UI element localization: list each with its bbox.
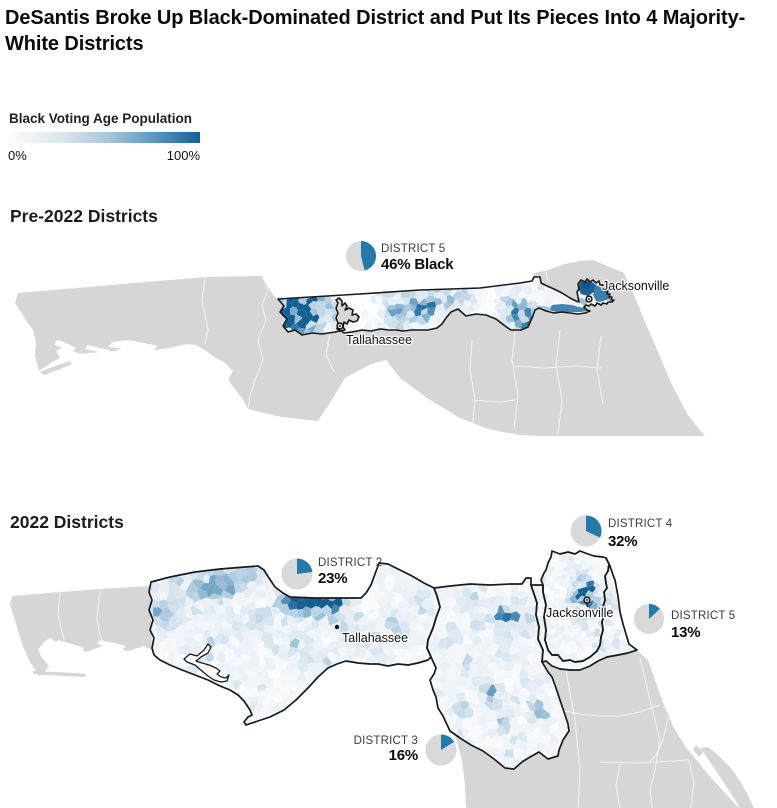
svg-text:16%: 16% bbox=[389, 747, 418, 764]
svg-text:46% Black: 46% Black bbox=[381, 256, 454, 273]
svg-text:DISTRICT 3: DISTRICT 3 bbox=[354, 735, 418, 747]
svg-text:13%: 13% bbox=[671, 624, 700, 641]
svg-text:DISTRICT 5: DISTRICT 5 bbox=[381, 243, 445, 255]
svg-text:32%: 32% bbox=[608, 533, 637, 550]
svg-text:23%: 23% bbox=[318, 570, 347, 587]
svg-text:Tallahassee: Tallahassee bbox=[342, 631, 408, 645]
svg-text:Tallahassee: Tallahassee bbox=[346, 333, 412, 347]
svg-text:DISTRICT 5: DISTRICT 5 bbox=[671, 610, 735, 622]
svg-text:Jacksonville: Jacksonville bbox=[602, 279, 669, 293]
svg-text:DISTRICT 4: DISTRICT 4 bbox=[608, 518, 673, 530]
svg-text:DISTRICT 2: DISTRICT 2 bbox=[318, 557, 382, 569]
svg-text:Jacksonville: Jacksonville bbox=[546, 606, 613, 620]
